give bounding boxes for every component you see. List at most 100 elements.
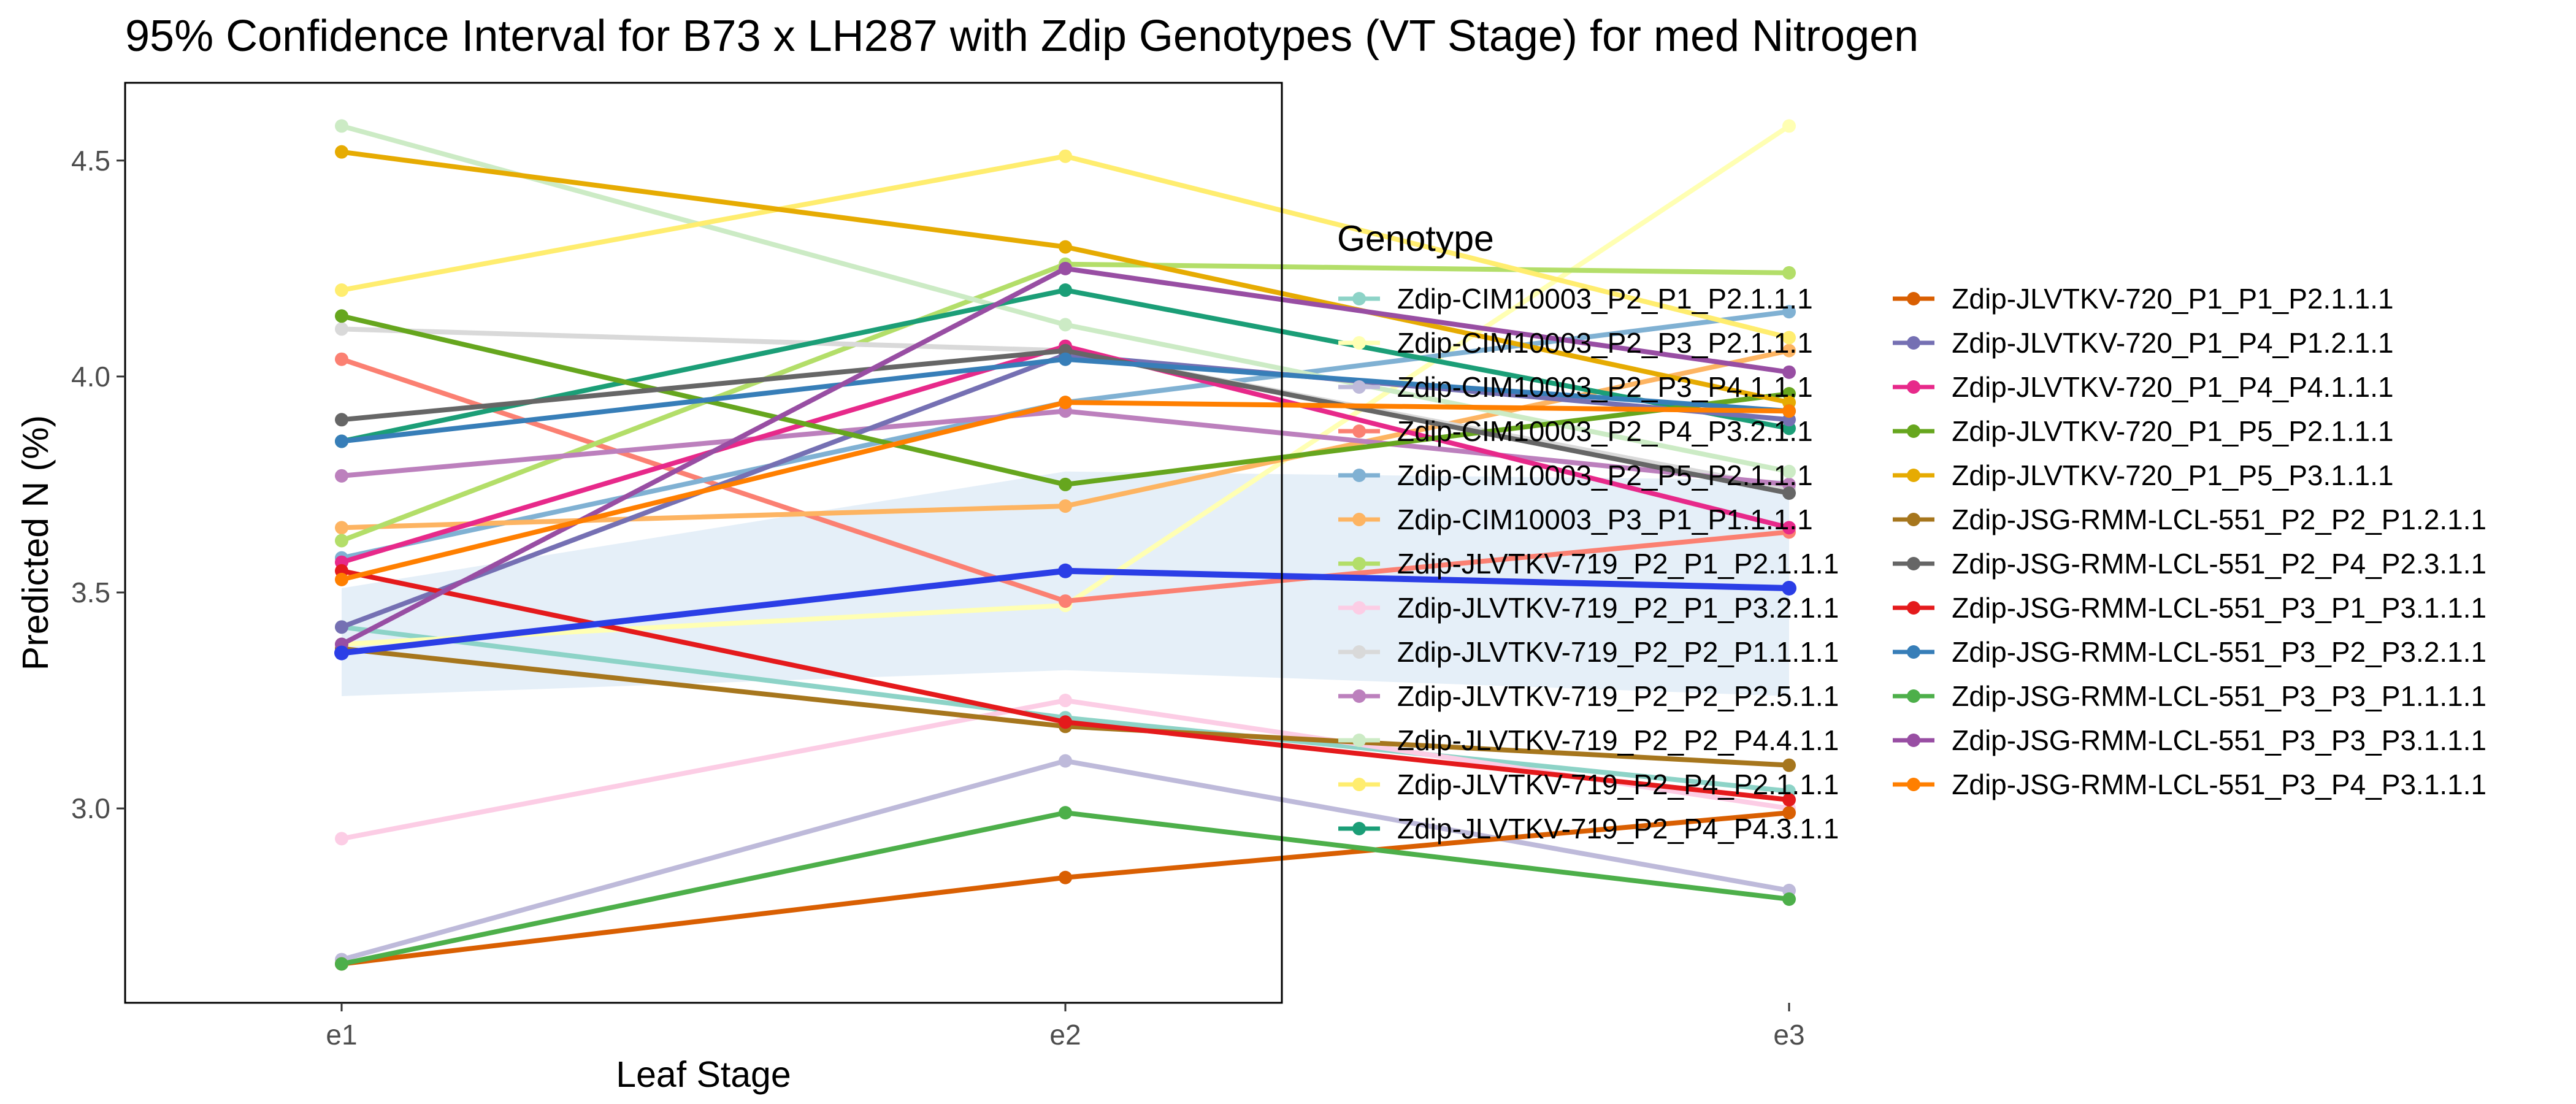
data-point <box>1782 486 1796 500</box>
legend-item: Zdip-JLVTKV-719_P2_P1_P2.1.1.1 <box>1337 542 1839 586</box>
legend-label: Zdip-JSG-RMM-LCL-551_P3_P4_P3.1.1.1 <box>1952 769 2487 800</box>
legend-key-icon <box>1893 778 1935 791</box>
data-point <box>1782 806 1796 820</box>
x-tick-label: e2 <box>1049 1019 1081 1051</box>
y-tick-label: 3.5 <box>71 577 110 608</box>
y-axis-title: Predicted N (%) <box>15 415 56 670</box>
series-25 <box>335 396 1796 586</box>
y-tick-label: 4.5 <box>71 145 110 177</box>
legend-label: Zdip-JLVTKV-719_P2_P4_P4.3.1.1 <box>1397 813 1839 845</box>
legend-item: Zdip-JSG-RMM-LCL-551_P2_P2_P1.2.1.1 <box>1892 497 2486 542</box>
legend-item: Zdip-JLVTKV-719_P2_P2_P4.4.1.1 <box>1337 718 1839 762</box>
legend-key-icon <box>1893 513 1935 526</box>
mean-point <box>334 645 349 661</box>
legend-key-icon <box>1338 689 1380 703</box>
legend-label: Zdip-JLVTKV-720_P1_P1_P2.1.1.1 <box>1952 283 2394 315</box>
legend-item: Zdip-JLVTKV-719_P2_P2_P2.5.1.1 <box>1337 674 1839 718</box>
legend-item: Zdip-JSG-RMM-LCL-551_P2_P4_P2.3.1.1 <box>1892 542 2486 586</box>
legend-key-icon <box>1893 424 1935 438</box>
legend-label: Zdip-JSG-RMM-LCL-551_P3_P3_P3.1.1.1 <box>1952 724 2487 756</box>
legend-label: Zdip-CIM10003_P2_P5_P2.1.1.1 <box>1397 459 1813 491</box>
data-point <box>335 413 348 427</box>
data-point <box>335 572 348 586</box>
data-point <box>335 521 348 535</box>
data-point <box>1059 352 1072 366</box>
legend-label: Zdip-CIM10003_P2_P3_P4.1.1.1 <box>1397 371 1813 403</box>
legend-key-icon <box>1893 557 1935 570</box>
y-axis-ticks: 3.0 3.5 4.0 4.5 <box>71 145 125 824</box>
legend-key-icon <box>1893 734 1935 747</box>
data-point <box>335 119 348 133</box>
x-axis-ticks: e1 e2 e3 <box>326 1003 1805 1051</box>
legend-key-icon <box>1338 601 1380 615</box>
legend-label: Zdip-JLVTKV-719_P2_P2_P4.4.1.1 <box>1397 724 1839 756</box>
legend-label: Zdip-JSG-RMM-LCL-551_P2_P4_P2.3.1.1 <box>1952 548 2487 580</box>
legend-key-icon <box>1893 645 1935 659</box>
legend-item: Zdip-CIM10003_P2_P3_P2.1.1.1 <box>1337 321 1839 365</box>
legend-label: Zdip-JLVTKV-719_P2_P1_P2.1.1.1 <box>1397 548 1839 580</box>
data-point <box>1059 694 1072 708</box>
data-point <box>1782 521 1796 535</box>
data-point <box>335 832 348 846</box>
legend-key-icon <box>1338 424 1380 438</box>
data-point <box>335 620 348 634</box>
legend-item: Zdip-JSG-RMM-LCL-551_P3_P4_P3.1.1.1 <box>1892 762 2486 807</box>
data-point <box>1059 283 1072 297</box>
legend-item: Zdip-CIM10003_P2_P4_P3.2.1.1 <box>1337 409 1839 453</box>
legend-item: Zdip-JLVTKV-719_P2_P4_P4.3.1.1 <box>1337 807 1839 851</box>
mean-line-layer <box>334 563 1796 661</box>
legend-item: Zdip-JLVTKV-720_P1_P4_P1.2.1.1 <box>1892 321 2486 365</box>
data-point <box>1059 806 1072 820</box>
data-point <box>1059 477 1072 491</box>
legend-key-icon <box>1338 469 1380 482</box>
legend-label: Zdip-JSG-RMM-LCL-551_P3_P1_P3.1.1.1 <box>1952 592 2487 624</box>
data-point <box>335 352 348 366</box>
data-point <box>335 957 348 971</box>
data-point <box>1059 149 1072 163</box>
legend-label: Zdip-JLVTKV-719_P2_P2_P2.5.1.1 <box>1397 680 1839 712</box>
series-layer <box>335 119 1796 971</box>
legend-item: Zdip-JLVTKV-720_P1_P5_P2.1.1.1 <box>1892 409 2486 453</box>
data-point <box>1059 754 1072 768</box>
data-point <box>1059 870 1072 884</box>
legend-key-icon <box>1893 380 1935 394</box>
data-point <box>1782 305 1796 319</box>
legend-key-icon <box>1893 689 1935 703</box>
legend-key-icon <box>1893 292 1935 305</box>
data-point <box>335 309 348 323</box>
legend-item: Zdip-CIM10003_P2_P3_P4.1.1.1 <box>1337 365 1839 409</box>
data-point <box>1059 318 1072 332</box>
legend-column: Zdip-JLVTKV-720_P1_P1_P2.1.1.1 Zdip-JLVTK… <box>1892 277 2486 851</box>
data-point <box>1782 365 1796 379</box>
x-tick-label: e1 <box>326 1019 357 1051</box>
confidence-band <box>342 471 1789 696</box>
legend-item: Zdip-JLVTKV-720_P1_P5_P3.1.1.1 <box>1892 453 2486 497</box>
data-point <box>1782 331 1796 345</box>
legend-item: Zdip-CIM10003_P3_P1_P1.1.1.1 <box>1337 497 1839 542</box>
data-point <box>1782 758 1796 772</box>
series-12 <box>335 149 1796 345</box>
legend-item: Zdip-JLVTKV-720_P1_P1_P2.1.1.1 <box>1892 277 2486 321</box>
legend-item: Zdip-JSG-RMM-LCL-551_P3_P1_P3.1.1.1 <box>1892 586 2486 630</box>
data-point <box>335 283 348 297</box>
legend-key-icon <box>1338 380 1380 394</box>
legend-key-icon <box>1893 336 1935 350</box>
data-point <box>335 469 348 483</box>
data-point <box>1782 343 1796 358</box>
legend-label: Zdip-JLVTKV-720_P1_P5_P2.1.1.1 <box>1952 415 2394 447</box>
legend-key-icon <box>1338 292 1380 305</box>
legend-label: Zdip-CIM10003_P2_P4_P3.2.1.1 <box>1397 415 1813 447</box>
legend-label: Zdip-JLVTKV-720_P1_P4_P4.1.1.1 <box>1952 371 2394 403</box>
data-point <box>1782 892 1796 906</box>
legend-item: Zdip-JLVTKV-719_P2_P2_P1.1.1.1 <box>1337 630 1839 674</box>
legend-key-icon <box>1338 557 1380 570</box>
data-point <box>1782 266 1796 280</box>
x-tick-label: e3 <box>1773 1019 1804 1051</box>
x-axis-title: Leaf Stage <box>616 1054 791 1095</box>
data-point <box>1782 793 1796 807</box>
legend-label: Zdip-CIM10003_P2_P1_P2.1.1.1 <box>1397 283 1813 315</box>
legend-item: Zdip-JSG-RMM-LCL-551_P3_P3_P1.1.1.1 <box>1892 674 2486 718</box>
legend-label: Zdip-JLVTKV-719_P2_P2_P1.1.1.1 <box>1397 636 1839 668</box>
legend-item: Zdip-CIM10003_P2_P1_P2.1.1.1 <box>1337 277 1839 321</box>
data-point <box>335 534 348 548</box>
